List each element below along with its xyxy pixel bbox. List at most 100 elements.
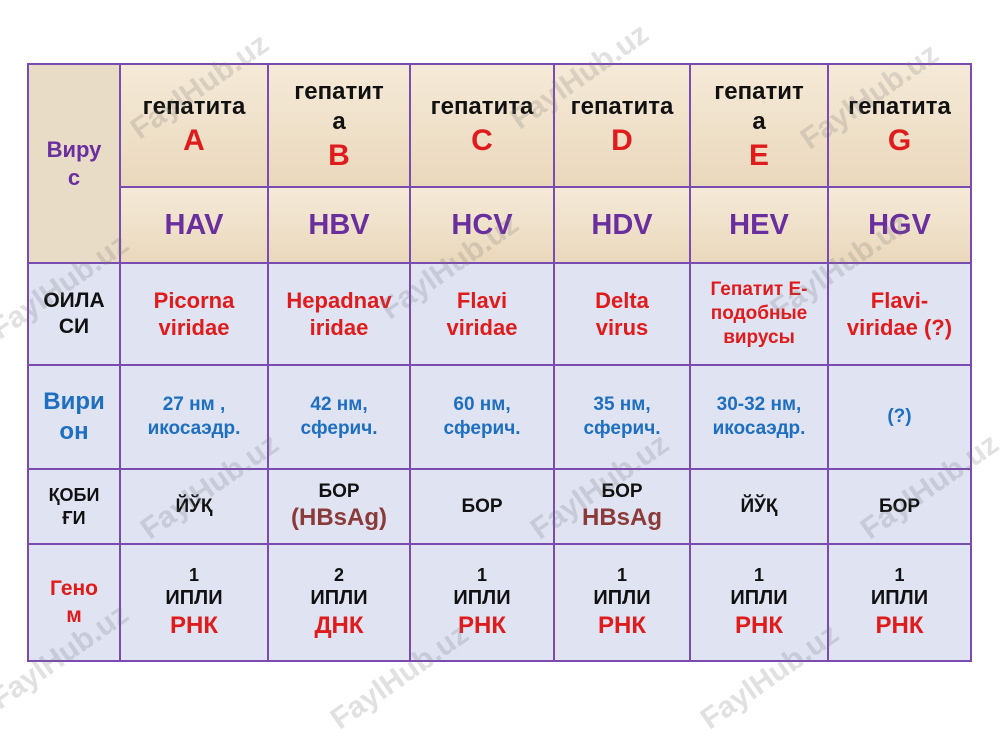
family-row-label: ОИЛА СИ <box>27 262 121 366</box>
family-cell-e: Гепатит Е- подобные вирусы <box>689 262 829 366</box>
genome-cell-d: 1 ИПЛИ РНК <box>553 543 691 662</box>
column-header-hepatitis-e: гепатит а E <box>689 63 829 188</box>
virus-abbr: HEV <box>729 208 789 241</box>
envelope-cell-b: БОР (HBsAg) <box>267 468 411 545</box>
column-header-hepatitis-b: гепатит а B <box>267 63 411 188</box>
envelope-status: БОР <box>318 480 360 502</box>
genome-strand: ИПЛИ <box>730 587 788 610</box>
genome-strand: ИПЛИ <box>593 587 651 610</box>
virion-text: 35 нм, <box>593 394 651 416</box>
hepatitis-title: гепатита <box>430 92 534 120</box>
virus-abbr: HDV <box>591 208 653 241</box>
genome-label-line-1: Гено <box>49 577 99 601</box>
genome-strand: ИПЛИ <box>453 587 511 610</box>
family-text: Гепатит Е- <box>710 279 808 301</box>
abbr-cell-hgv: HGV <box>827 186 972 264</box>
envelope-status: БОР <box>601 480 643 502</box>
family-cell-a: Picorna viridae <box>119 262 269 366</box>
envelope-status: БОР <box>878 495 921 517</box>
envelope-cell-d: БОР HBsAg <box>553 468 691 545</box>
genome-type: РНК <box>170 612 218 640</box>
family-text: viridae <box>158 315 230 340</box>
abbr-cell-hbv: HBV <box>267 186 411 264</box>
hepatitis-letter: B <box>328 138 350 172</box>
virus-abbr: HBV <box>308 208 370 241</box>
family-label-line-2: СИ <box>58 315 90 338</box>
virion-text: 42 нм, <box>310 394 368 416</box>
hepatitis-title: гепатит <box>714 77 804 105</box>
genome-type: ДНК <box>314 612 364 640</box>
hepatitis-title: гепатита <box>848 92 951 120</box>
virus-abbr: HCV <box>451 208 513 241</box>
genome-count: 1 <box>753 564 764 585</box>
envelope-label-line-2: ҒИ <box>62 507 86 528</box>
genome-count: 1 <box>188 564 199 585</box>
hepatitis-letter: C <box>471 123 493 157</box>
virion-text: сферич. <box>443 418 521 439</box>
family-text: viridae <box>446 315 518 340</box>
virion-label-line-2: он <box>59 418 89 445</box>
genome-count: 2 <box>333 564 344 585</box>
envelope-label-line-1: ҚОБИ <box>48 485 100 505</box>
genome-strand: ИПЛИ <box>165 587 223 610</box>
genome-count: 1 <box>894 564 905 585</box>
hepatitis-letter: D <box>611 123 633 157</box>
family-text: iridae <box>309 315 369 340</box>
envelope-row-label: ҚОБИ ҒИ <box>27 468 121 545</box>
column-header-hepatitis-g: гепатита G <box>827 63 972 188</box>
genome-strand: ИПЛИ <box>310 587 368 610</box>
family-text: virus <box>595 315 649 340</box>
genome-cell-e: 1 ИПЛИ РНК <box>689 543 829 662</box>
family-text: подобные <box>710 303 808 325</box>
virion-cell-g: (?) <box>827 364 972 470</box>
envelope-cell-e: ЙЎҚ <box>689 468 829 545</box>
virion-cell-a: 27 нм , икосаэдр. <box>119 364 269 470</box>
envelope-status: ЙЎҚ <box>175 495 213 517</box>
virus-label-line-1: Виру <box>46 137 102 162</box>
hepatitis-title-suffix: а <box>752 107 766 135</box>
genome-type: РНК <box>875 612 924 640</box>
genome-type: РНК <box>458 612 506 640</box>
virion-cell-d: 35 нм, сферич. <box>553 364 691 470</box>
envelope-antigen: HBsAg <box>581 504 662 532</box>
family-cell-c: Flavi viridae <box>409 262 555 366</box>
abbr-cell-hcv: HCV <box>409 186 555 264</box>
genome-count: 1 <box>616 564 627 585</box>
virion-row-label: Вири он <box>27 364 121 470</box>
envelope-antigen: (HBsAg) <box>291 504 387 532</box>
virion-text: 27 нм , <box>162 394 226 416</box>
genome-cell-g: 1 ИПЛИ РНК <box>827 543 972 662</box>
virion-text: сферич. <box>583 418 661 439</box>
family-cell-b: Hepadnav iridae <box>267 262 411 366</box>
hepatitis-title: гепатита <box>570 92 674 120</box>
family-label-line-1: ОИЛА <box>43 288 105 312</box>
virion-text: 60 нм, <box>453 394 511 416</box>
family-cell-g: Flavi- viridae (?) <box>827 262 972 366</box>
virus-abbr: HAV <box>164 208 224 241</box>
abbr-cell-hav: HAV <box>119 186 269 264</box>
family-text: Picorna <box>153 287 235 313</box>
family-text: Flavi <box>456 287 508 313</box>
virus-abbr: HGV <box>868 208 931 241</box>
genome-row-label: Гено м <box>27 543 121 662</box>
family-text: viridae (?) <box>846 315 953 340</box>
genome-type: РНК <box>598 612 646 640</box>
virion-cell-e: 30-32 нм, икосаэдр. <box>689 364 829 470</box>
virion-text: икосаэдр. <box>712 418 806 439</box>
hepatitis-title: гепатита <box>142 92 246 120</box>
virion-text: (?) <box>887 406 912 428</box>
genome-count: 1 <box>476 564 487 585</box>
envelope-cell-a: ЙЎҚ <box>119 468 269 545</box>
column-header-hepatitis-c: гепатита C <box>409 63 555 188</box>
hepatitis-letter: E <box>748 138 769 172</box>
envelope-status: БОР <box>461 495 503 517</box>
hepatitis-title-suffix: а <box>332 107 346 135</box>
virus-header-cell: Виру с <box>27 63 121 264</box>
virion-text: 30-32 нм, <box>716 394 802 416</box>
abbr-cell-hdv: HDV <box>553 186 691 264</box>
column-header-hepatitis-d: гепатита D <box>553 63 691 188</box>
family-text: вирусы <box>723 326 795 348</box>
family-text: Delta <box>595 287 649 313</box>
virion-text: икосаэдр. <box>147 418 241 439</box>
envelope-cell-c: БОР <box>409 468 555 545</box>
